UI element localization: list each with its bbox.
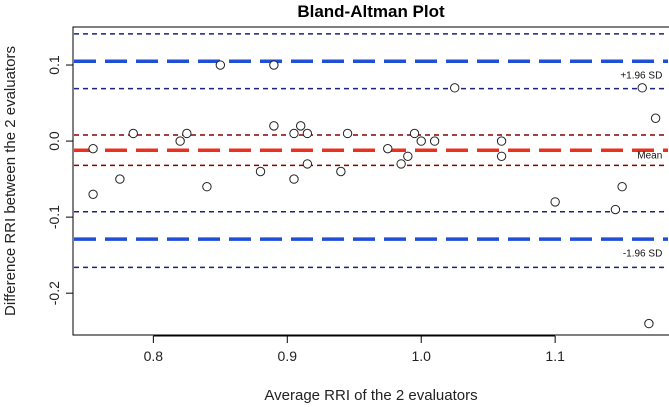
data-point <box>115 174 125 184</box>
data-point <box>255 166 266 177</box>
chart-title: Bland-Altman Plot <box>297 2 445 21</box>
data-point <box>450 83 460 93</box>
data-point <box>289 174 299 184</box>
data-point <box>336 166 346 177</box>
y-tick-label: -0.1 <box>46 205 62 229</box>
data-point <box>88 189 98 200</box>
data-point <box>610 204 621 215</box>
data-point <box>637 83 647 93</box>
annotation-label: -1.96 SD <box>623 249 662 260</box>
data-point <box>175 136 185 146</box>
data-point <box>496 151 507 161</box>
annotation-label: Mean <box>637 151 662 162</box>
y-tick-label: 0.1 <box>46 55 62 75</box>
data-point <box>295 121 306 131</box>
data-point <box>650 113 661 123</box>
x-tick-label: 0.9 <box>278 348 298 364</box>
data-point <box>383 143 393 154</box>
plot-frame <box>72 26 669 336</box>
y-axis: -0.2 -0.1 0.0 0.1 <box>46 55 74 305</box>
annotations: +1.96 SD Mean -1.96 SD <box>620 71 662 260</box>
data-points <box>88 60 661 329</box>
data-point <box>269 121 279 131</box>
data-point <box>617 182 627 192</box>
data-point <box>202 182 212 192</box>
data-point <box>429 136 440 146</box>
data-point <box>128 128 138 139</box>
data-point <box>342 128 353 139</box>
y-tick-label: 0.0 <box>46 131 62 151</box>
data-point <box>396 159 406 169</box>
data-point <box>289 128 299 139</box>
x-tick-label: 1.1 <box>545 348 565 364</box>
data-point <box>302 128 313 139</box>
data-point <box>88 143 98 154</box>
data-point <box>416 136 426 146</box>
x-tick-label: 1.0 <box>411 348 431 364</box>
x-axis: 0.8 0.9 1.0 1.1 <box>144 335 565 364</box>
annotation-label: +1.96 SD <box>620 71 662 82</box>
x-tick-label: 0.8 <box>144 348 164 364</box>
data-point <box>403 151 413 161</box>
data-point <box>550 197 560 207</box>
data-point <box>302 159 313 169</box>
data-point <box>496 136 507 146</box>
data-point <box>644 318 654 329</box>
data-point <box>409 128 420 139</box>
reference-lines <box>74 33 668 269</box>
data-point <box>215 60 226 70</box>
x-axis-label: Average RRI of the 2 evaluators <box>264 387 477 404</box>
y-axis-label: Difference RRI between the 2 evaluators <box>2 46 19 316</box>
y-tick-label: -0.2 <box>46 281 62 305</box>
data-point <box>182 128 192 139</box>
data-point <box>269 60 279 70</box>
